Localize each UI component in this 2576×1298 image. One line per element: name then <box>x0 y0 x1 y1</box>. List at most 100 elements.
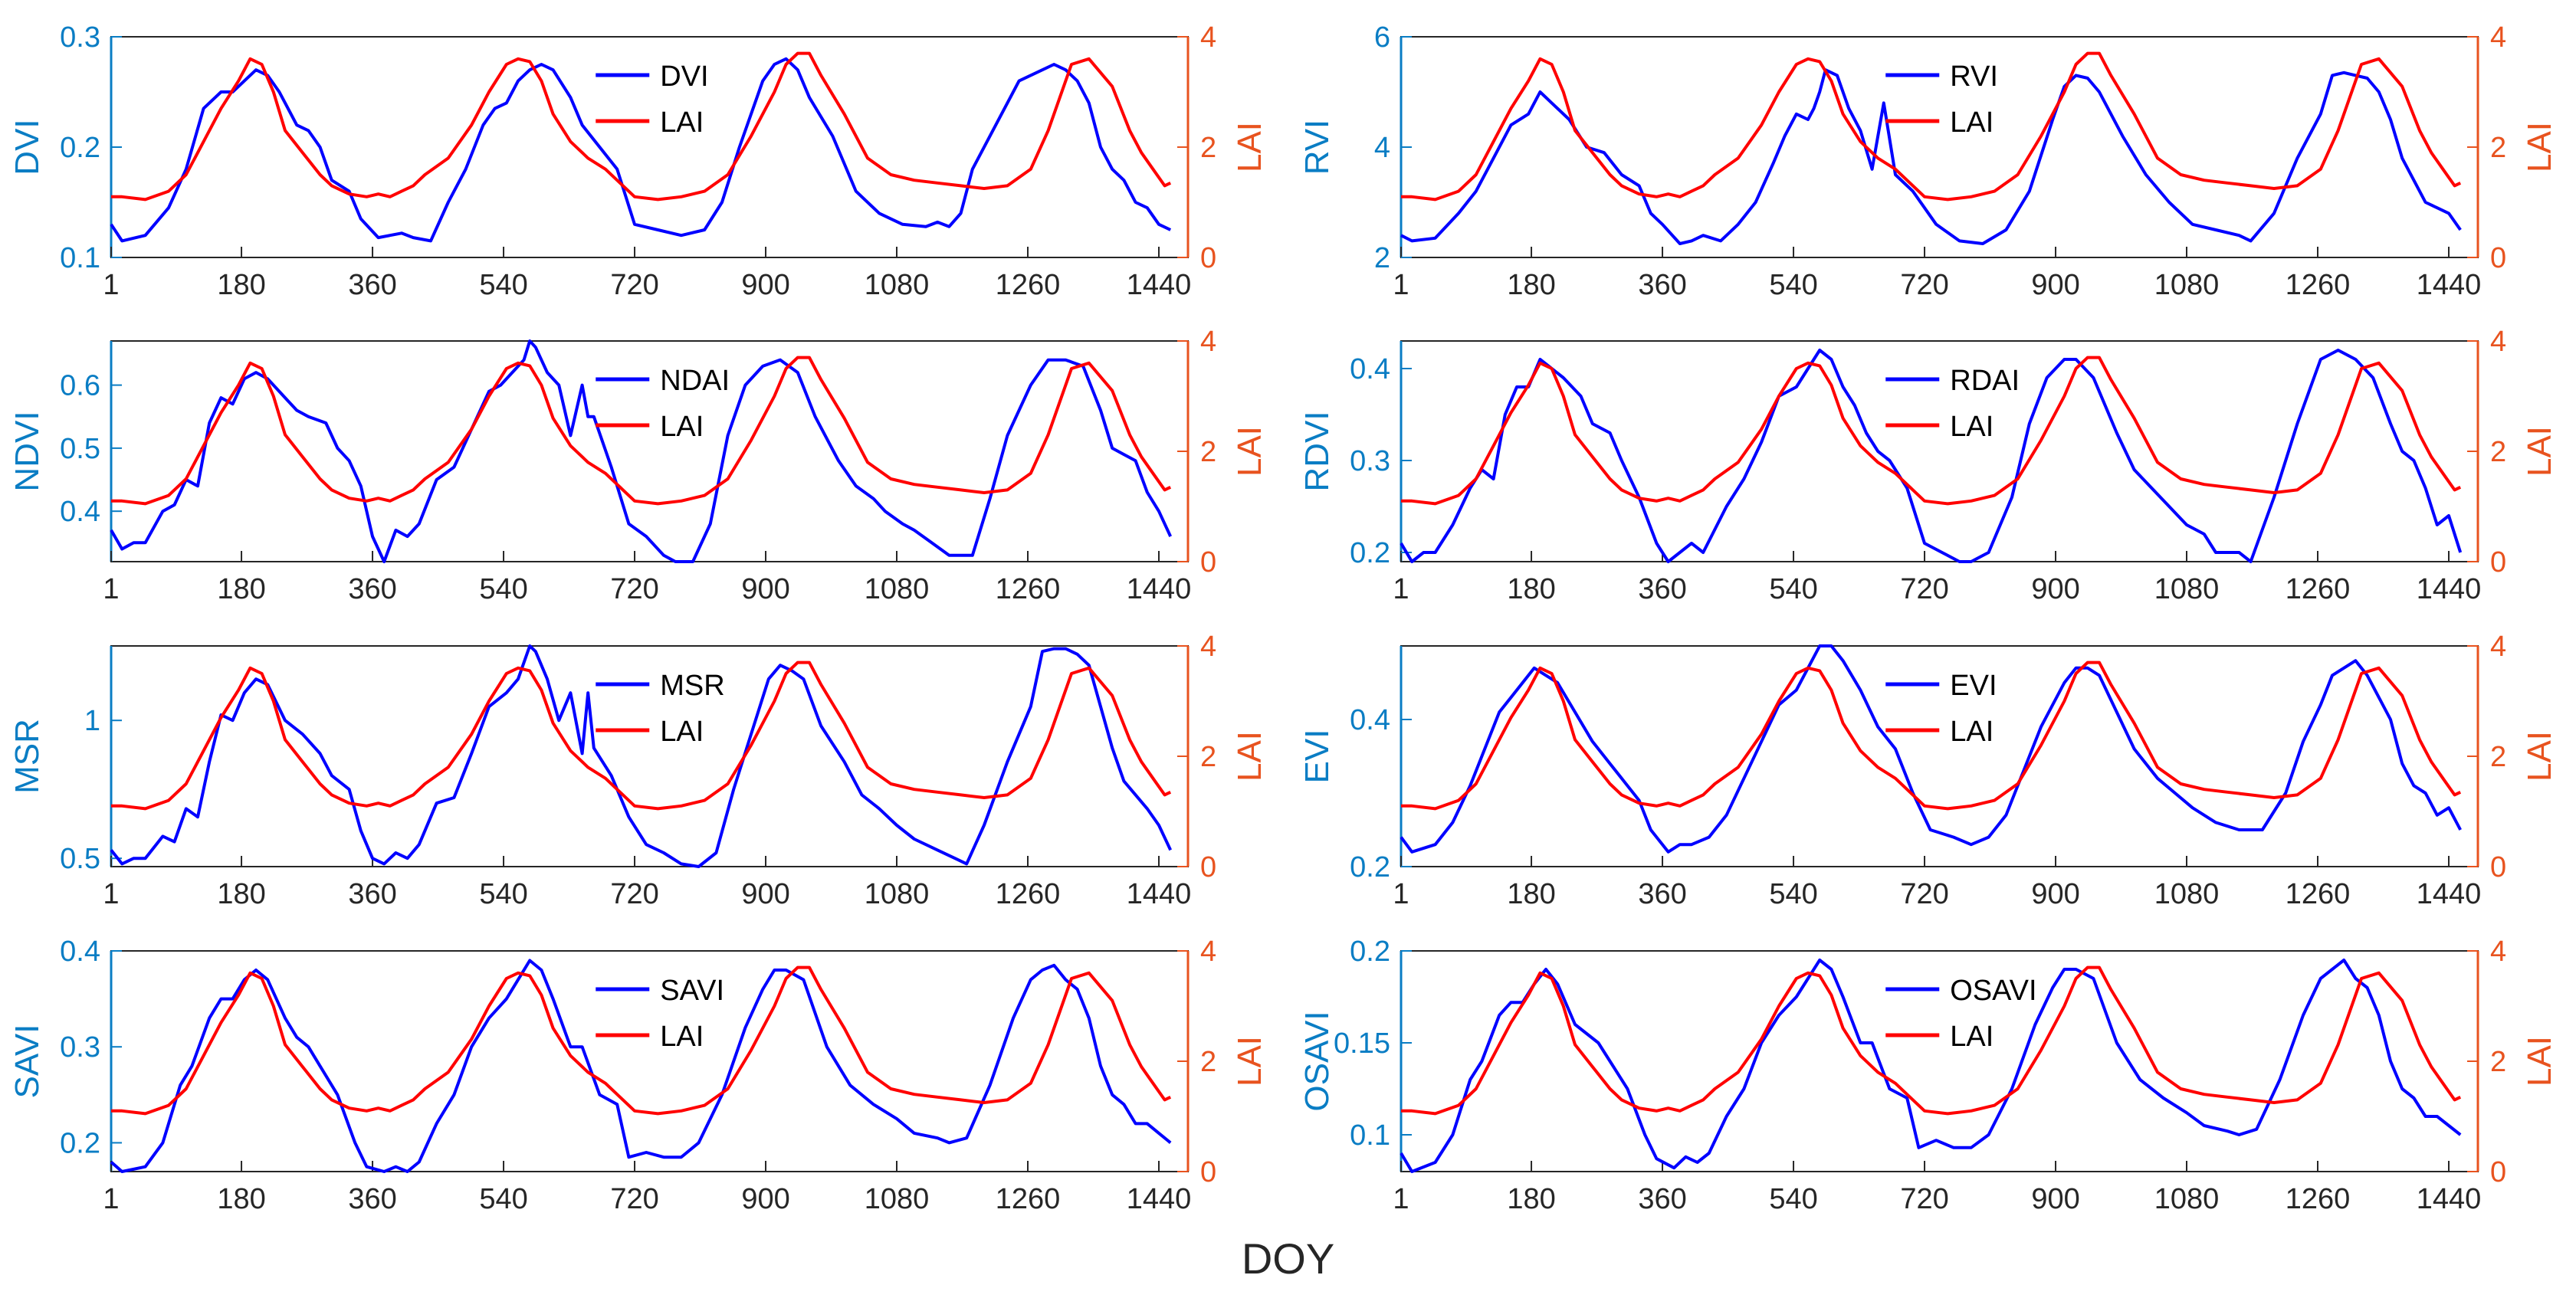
panel-msr-y-right-tick-label: 2 <box>1200 741 1216 773</box>
panel-msr-x-tick-label: 360 <box>348 878 396 910</box>
panel-ndvi-x-tick-label: 1440 <box>1127 573 1192 605</box>
x-axis-title: DOY <box>1241 1234 1335 1283</box>
panel-evi-x-tick-label: 360 <box>1638 878 1686 910</box>
panel-evi-series-evi-line <box>1400 644 2462 854</box>
panel-rvi-legend-label: LAI <box>1950 107 1994 139</box>
panel-savi-legend-label: LAI <box>660 1021 704 1053</box>
panel-savi-x-tick-label: 1440 <box>1127 1183 1192 1215</box>
panel-evi-x-tick-label: 180 <box>1507 878 1555 910</box>
panel-rvi-y-tick-label: 2 <box>1374 242 1390 274</box>
panel-rdvi-y-right-tick-label: 0 <box>2490 546 2506 579</box>
panel-ndvi-series-ndai-line <box>110 339 1173 563</box>
panel-ndvi-y-right-tick-label: 4 <box>1200 326 1216 358</box>
panel-dvi-x-tick-label: 720 <box>610 269 658 301</box>
panel-rvi-x-tick-label: 720 <box>1900 269 1948 301</box>
panel-evi-x-tick-label: 540 <box>1769 878 1817 910</box>
panel-ndvi-x-tick-label: 720 <box>610 573 658 605</box>
panel-msr-y-right-tick-label: 0 <box>1200 851 1216 883</box>
panel-rvi-x-tick-label: 1080 <box>2154 269 2220 301</box>
panel-rdvi-x-tick-label: 720 <box>1900 573 1948 605</box>
panel-dvi-frame <box>110 36 1189 258</box>
panel-savi-y-tick-label: 0.4 <box>60 936 100 968</box>
panel-ndvi-x-tick-label: 1260 <box>996 573 1061 605</box>
panel-savi-y-tick-label: 0.2 <box>60 1127 100 1159</box>
panel-rdvi-x-tick-label: 540 <box>1769 573 1817 605</box>
panel-savi-legend-label: SAVI <box>660 975 724 1007</box>
panel-evi-y-tick-label: 0.4 <box>1350 704 1390 736</box>
panel-ndvi-y-right-axis-title: LAI <box>1231 426 1268 477</box>
panel-rdvi-legend-label: LAI <box>1950 411 1994 443</box>
panel-savi-x-tick-label: 360 <box>348 1183 396 1215</box>
panel-msr-x-tick-label: 1440 <box>1127 878 1192 910</box>
panel-savi-frame <box>110 950 1189 1172</box>
panel-osavi-x-tick-label: 360 <box>1638 1183 1686 1215</box>
panel-msr-legend-label: LAI <box>660 716 704 748</box>
panel-savi-x-tick-label: 1080 <box>865 1183 930 1215</box>
panel-rvi-y-right-tick-label: 2 <box>2490 132 2506 164</box>
panel-dvi-y-tick-label: 0.3 <box>60 21 100 54</box>
panel-savi-x-tick-label: 720 <box>610 1183 658 1215</box>
panel-msr-y-axis-title: MSR <box>8 719 46 794</box>
panel-osavi-y-right-tick-label: 2 <box>2490 1046 2506 1078</box>
panel-rdvi-x-tick-label: 360 <box>1638 573 1686 605</box>
panel-ndvi-x-tick-label: 1080 <box>865 573 930 605</box>
panel-ndvi-legend-label: LAI <box>660 411 704 443</box>
panel-rdvi-series-rdai-line <box>1400 349 2463 563</box>
panel-savi-x-tick-label: 900 <box>741 1183 789 1215</box>
panel-savi-y-tick-label: 0.3 <box>60 1031 100 1064</box>
panel-rvi-frame <box>1400 36 2479 258</box>
panel-ndvi-y-tick-label: 0.5 <box>60 433 100 465</box>
panel-msr-x-tick-label: 720 <box>610 878 658 910</box>
panel-osavi-x-tick-label: 1080 <box>2154 1183 2220 1215</box>
panel-osavi-y-tick-label: 0.15 <box>1334 1028 1390 1060</box>
panel-osavi-y-right-axis-title: LAI <box>2521 1036 2558 1087</box>
panel-rdvi-x-tick-label: 1260 <box>2286 573 2351 605</box>
panel-msr-y-tick-label: 0.5 <box>60 843 100 875</box>
panel-evi-y-right-tick-label: 4 <box>2490 631 2506 663</box>
panel-rvi-x-tick-label: 1260 <box>2286 269 2351 301</box>
panel-rvi-series-rvi-line <box>1400 68 2462 245</box>
panel-msr-x-tick-label: 180 <box>217 878 265 910</box>
panel-msr-series-msr-line <box>110 644 1173 868</box>
panel-dvi-y-right-tick-label: 2 <box>1200 132 1216 164</box>
panel-rdvi-x-tick-label: 1080 <box>2154 573 2220 605</box>
panel-ndvi-y-right-tick-label: 2 <box>1200 436 1216 468</box>
panel-osavi-x-tick-label: 900 <box>2031 1183 2079 1215</box>
panel-savi-y-axis-title: SAVI <box>8 1024 46 1098</box>
panel-osavi-x-tick-label: 1440 <box>2417 1183 2482 1215</box>
panel-evi-x-tick-label: 1260 <box>2286 878 2351 910</box>
panel-savi-series-savi-line <box>110 959 1172 1173</box>
panel-osavi-series-osavi-line <box>1400 959 2462 1173</box>
panel-evi-y-right-axis-title: LAI <box>2521 731 2558 782</box>
panel-rvi-x-tick-label: 360 <box>1638 269 1686 301</box>
panel-ndvi-y-tick-label: 0.6 <box>60 370 100 402</box>
panel-savi-x-tick-label: 1 <box>103 1183 119 1215</box>
panel-savi-x-tick-label: 180 <box>217 1183 265 1215</box>
panel-rdvi-series-lai-line <box>1401 356 2462 506</box>
panel-rvi-legend-label: RVI <box>1950 61 1998 93</box>
panel-ndvi-y-axis-title: NDVI <box>8 411 46 491</box>
panel-rdvi-y-tick-label: 0.4 <box>1350 353 1390 385</box>
panel-dvi-y-right-axis-title: LAI <box>1231 122 1268 172</box>
panel-osavi-y-right-tick-label: 0 <box>2490 1156 2506 1188</box>
panel-evi-x-tick-label: 1 <box>1393 878 1409 910</box>
panel-rvi-y-tick-label: 4 <box>1374 132 1390 164</box>
panel-ndvi-x-tick-label: 180 <box>217 573 265 605</box>
panel-osavi-legend-label: LAI <box>1950 1021 1994 1053</box>
panel-rdvi-x-tick-label: 1 <box>1393 573 1409 605</box>
panel-rvi-y-right-tick-label: 4 <box>2490 21 2506 54</box>
panel-msr-y-right-tick-label: 4 <box>1200 631 1216 663</box>
panel-osavi-x-tick-label: 180 <box>1507 1183 1555 1215</box>
panel-osavi-x-tick-label: 720 <box>1900 1183 1948 1215</box>
panel-rdvi-x-tick-label: 1440 <box>2417 573 2482 605</box>
panel-msr-y-right-axis-title: LAI <box>1231 731 1268 782</box>
panel-ndvi-x-tick-label: 360 <box>348 573 396 605</box>
panel-dvi-y-tick-label: 0.1 <box>60 242 100 274</box>
panel-rdvi-y-right-tick-label: 2 <box>2490 436 2506 468</box>
panel-osavi-y-axis-title: OSAVI <box>1298 1011 1336 1111</box>
panel-osavi-series-lai-line <box>1401 965 2462 1116</box>
panel-ndvi-y-tick-label: 0.4 <box>60 496 100 528</box>
panel-osavi-y-tick-label: 0.2 <box>1350 936 1390 968</box>
panel-evi-legend-label: EVI <box>1950 670 1997 702</box>
panel-dvi-x-tick-label: 1080 <box>865 269 930 301</box>
